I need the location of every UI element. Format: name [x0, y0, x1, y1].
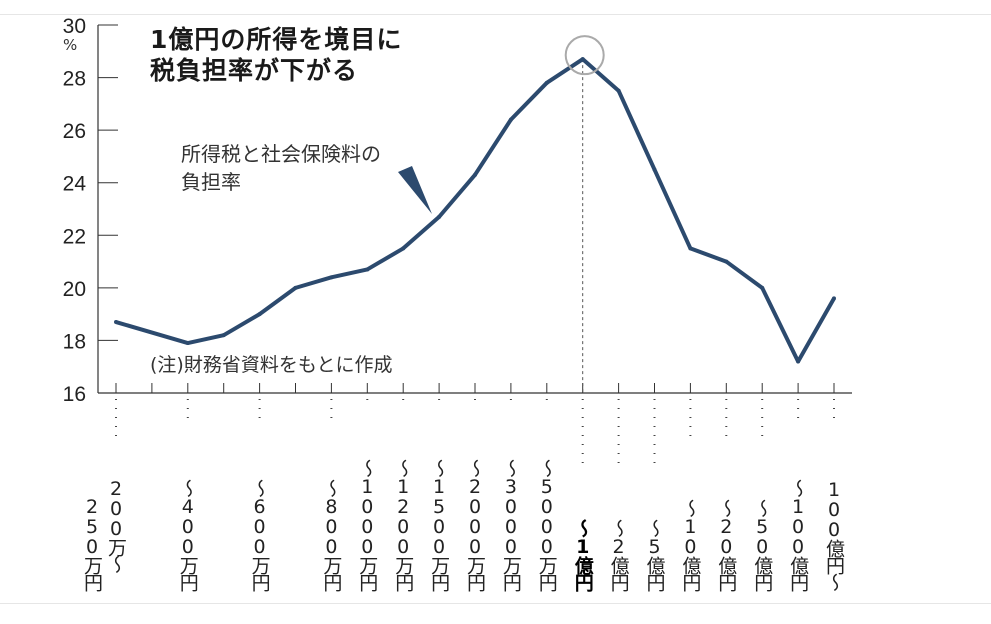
data-point — [293, 285, 298, 290]
data-point — [365, 267, 370, 272]
y-tick-label: 20 — [63, 278, 86, 301]
data-point — [724, 259, 729, 264]
y-unit-label: % — [63, 36, 78, 54]
data-point — [580, 57, 585, 62]
x-tick-label: 〜2億円 — [607, 519, 630, 590]
data-point — [401, 246, 406, 251]
x-tick-label: 250万円 — [81, 496, 103, 590]
x-tick-label: 〜400万円 — [176, 479, 199, 590]
data-point — [688, 246, 693, 251]
x-tick-label: 〜50億円 — [751, 499, 774, 590]
x-tick-label: 〜100億円 — [787, 479, 810, 590]
y-tick-label: 18 — [63, 330, 86, 353]
x-tick-label: 〜1200万円 — [392, 459, 415, 590]
data-point — [832, 296, 836, 301]
chart-title-line-2: 税負担率が下がる — [150, 56, 359, 85]
y-tick-label: 22 — [63, 225, 86, 248]
x-tick-label: 〜5億円 — [643, 519, 666, 590]
data-point — [114, 320, 118, 325]
top-divider — [0, 14, 991, 15]
data-point — [329, 275, 334, 280]
data-point — [185, 341, 190, 346]
x-tick-label: 〜2000万円 — [464, 459, 486, 590]
source-note: (注)財務省資料をもとに作成 — [150, 354, 393, 376]
y-tick-label: 16 — [63, 383, 86, 406]
x-tick-label: 〜20億円 — [715, 499, 738, 590]
x-tick-label: 〜800万円 — [320, 479, 343, 590]
series-annotation-line-2: 負担率 — [181, 170, 241, 194]
data-point — [796, 359, 801, 364]
series-line — [115, 57, 836, 364]
x-tick-label: 〜10億円 — [679, 499, 702, 590]
peak-highlight-circle — [564, 35, 605, 76]
y-tick-label: 26 — [63, 120, 86, 143]
series-annotation: 所得税と社会保険料の 負担率 — [181, 140, 381, 196]
bottom-divider — [0, 603, 991, 604]
data-point — [437, 214, 442, 219]
x-tick-label: 〜1500万円 — [428, 459, 451, 590]
data-point — [616, 88, 621, 93]
data-point — [221, 333, 226, 338]
data-point — [257, 312, 262, 317]
x-tick-label: 〜1億円 — [571, 519, 594, 590]
data-point — [508, 117, 513, 122]
x-tick-label-extra: 200万〜 — [105, 478, 127, 572]
x-tick-label: 〜5000万円 — [535, 459, 558, 590]
data-point — [473, 172, 477, 177]
chart-title: 1億円の所得を境目に 税負担率が下がる — [150, 24, 402, 86]
x-tick-label: 〜3000万円 — [499, 459, 522, 590]
series-annotation-line-1: 所得税と社会保険料の — [181, 142, 381, 166]
y-tick-label: 28 — [63, 68, 86, 91]
x-tick-label: 〜600万円 — [248, 479, 271, 590]
data-point — [760, 285, 765, 290]
y-tick-label: 24 — [63, 173, 87, 196]
chart-title-line-1: 1億円の所得を境目に — [150, 25, 403, 54]
data-point — [652, 167, 657, 172]
data-point — [544, 80, 549, 85]
x-tick-label: 100億円〜 — [823, 479, 845, 590]
x-tick-label: 〜1000万円 — [356, 459, 379, 590]
annotation-pointer — [398, 166, 432, 214]
y-tick-label: 30 — [63, 15, 86, 38]
